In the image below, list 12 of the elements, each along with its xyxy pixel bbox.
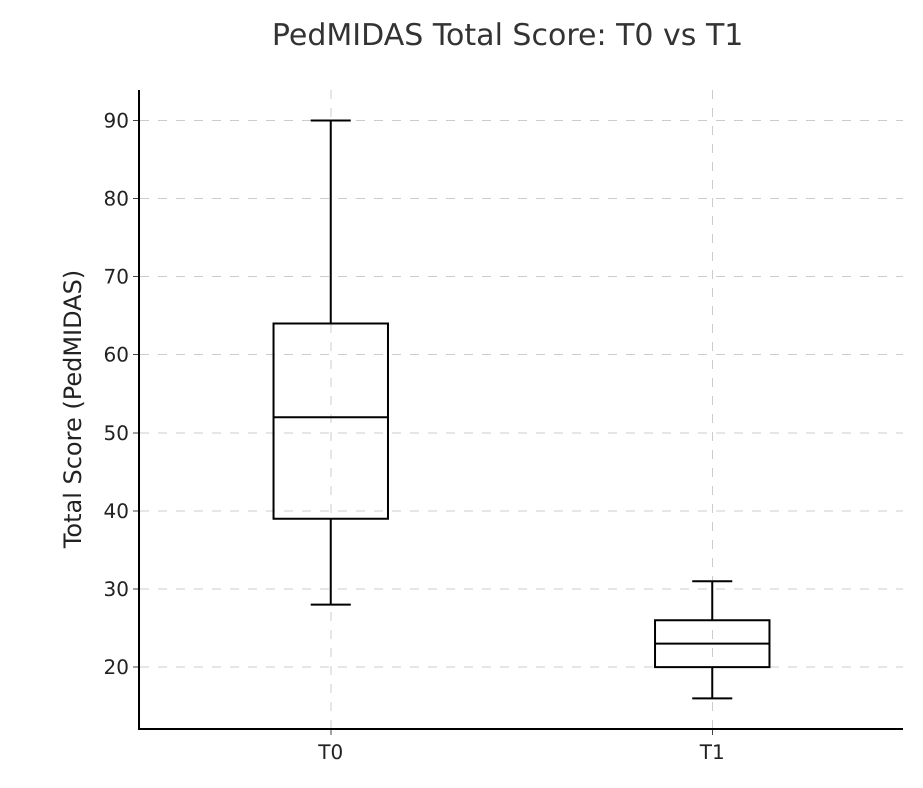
y-tick-label: 40 <box>104 498 129 523</box>
y-axis-title: Total Score (PedMIDAS) <box>59 270 88 550</box>
y-tick-label: 30 <box>104 577 129 601</box>
x-tick-label: T0 <box>317 740 344 764</box>
y-tick-label: 60 <box>104 342 129 367</box>
y-tick-label: 80 <box>104 186 129 211</box>
y-tick-label: 50 <box>104 420 129 445</box>
y-tick-label: 90 <box>104 108 129 132</box>
y-tick-label: 20 <box>104 655 129 680</box>
x-tick-label: T1 <box>698 740 725 764</box>
chart-title: PedMIDAS Total Score: T0 vs T1 <box>272 18 744 53</box>
y-tick-label: 70 <box>104 264 129 289</box>
